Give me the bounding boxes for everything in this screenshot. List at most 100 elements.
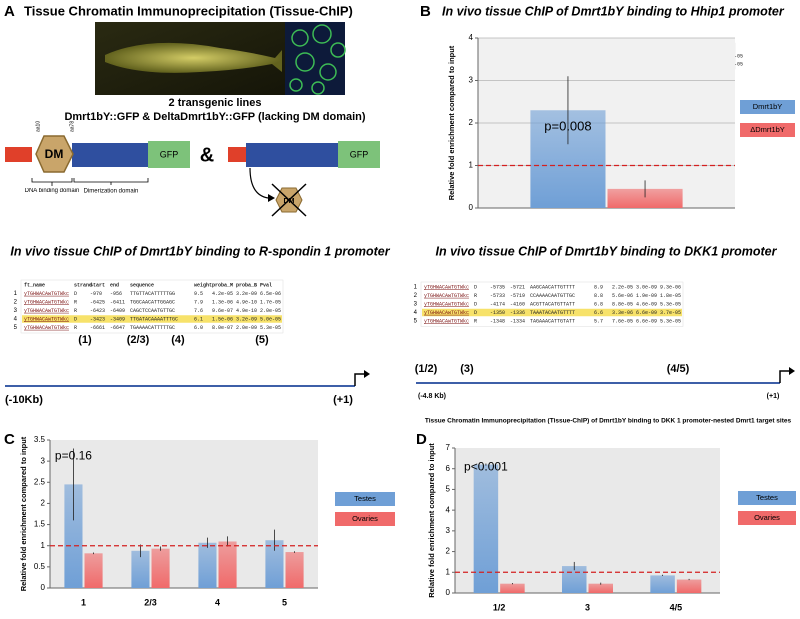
row-number: 4: [14, 317, 18, 323]
y-tick-label: 0: [469, 203, 474, 212]
table-cell: 4.6e-09: [636, 301, 657, 307]
table-cell: yTGHWACAwTGTWkc: [24, 316, 69, 322]
table-cell: 5.3e-05: [660, 318, 681, 324]
table-cell: R: [74, 325, 77, 331]
table-cell: -3423: [90, 316, 105, 322]
table-cell: 1.3e-06: [212, 299, 233, 305]
y-tick-label: 3: [446, 526, 451, 535]
x-tick-label: 1/2: [493, 602, 506, 612]
constructs: Dmrt1bY::GFP & DeltaDmrt1bY::GFP (lackin…: [64, 111, 365, 123]
panel-title: Tissue Chromatin Immunoprecipitation (Ti…: [24, 3, 353, 18]
table-header: proba_M: [212, 282, 233, 288]
site-label: (3): [460, 363, 474, 375]
table-cell: yTGHWACAwTGTWkc: [424, 284, 469, 290]
table-cell: R: [474, 318, 477, 324]
table-header: ft_name: [24, 282, 45, 288]
table-cell: -956: [110, 291, 122, 297]
legend-swatch: [738, 511, 796, 525]
table-cell: TAAATACAATGTTTT: [530, 310, 575, 316]
brace: [73, 178, 149, 185]
panel-label: D: [416, 431, 427, 448]
legend-label: Testes: [756, 493, 778, 502]
dm-hexagon: [35, 135, 74, 173]
table-header: weight: [194, 282, 212, 288]
x-tick-label: 5: [282, 597, 287, 607]
dm-label: DM: [45, 147, 64, 161]
table-cell: D: [474, 301, 477, 307]
bar: [562, 566, 587, 593]
bar: [265, 540, 284, 588]
site-label: (4): [171, 334, 185, 346]
table-cell: 6.0: [194, 325, 203, 331]
x-tick-label: 2/3: [144, 597, 157, 607]
y-tick-label: 0: [446, 588, 451, 597]
table-cell: 3.2e-09: [236, 316, 257, 322]
tss-arrow: [779, 370, 790, 383]
table-cell: 1.9e-09: [636, 293, 657, 299]
table-cell: TAGAAACATTGTATT: [530, 318, 575, 324]
site-start: (-10Kb): [5, 394, 43, 406]
row-number: 3: [14, 308, 18, 314]
table-cell: TGGCAACATTGGAGC: [130, 299, 175, 305]
legend-label: Ovaries: [352, 514, 378, 523]
table-cell: 7.9: [194, 299, 203, 305]
panel-label: A: [4, 3, 15, 20]
table-cell: yTGHWACAwTGTWkc: [24, 291, 69, 297]
y-axis-label: Relative fold enrichment compared to inp…: [427, 443, 436, 598]
table-cell: 8.9: [594, 284, 603, 290]
table-cell: 5.6e-06: [612, 293, 633, 299]
table-cell: 3.3e-06: [612, 310, 633, 316]
table-cell: 4.9e-10: [236, 299, 257, 305]
caption: Tissue Chromatin Immunoprecipitation (Ti…: [425, 418, 792, 425]
y-tick-label: 3.5: [34, 435, 46, 444]
table-cell: 6.1: [194, 316, 203, 322]
table-cell: yTGHWACAwTGTWkc: [424, 310, 469, 316]
bar: [500, 583, 525, 593]
table-cell: -5735: [490, 284, 505, 290]
bar: [473, 464, 499, 593]
table-header: strand: [74, 282, 92, 288]
subtitle: 2 transgenic lines: [169, 97, 262, 109]
fish: [105, 42, 282, 73]
table-cell: -6661: [90, 325, 105, 331]
gfp-label: GFP: [160, 149, 179, 159]
table-header: end: [110, 282, 119, 288]
annotation: p=0.008: [544, 119, 591, 134]
y-tick-label: 3: [41, 456, 46, 465]
table-cell: 1.8e-05: [660, 293, 681, 299]
legend-swatch: [740, 100, 795, 114]
tss-arrowhead: [364, 370, 370, 378]
table-header: Pval: [260, 282, 272, 288]
table-cell: 6.6e-09: [636, 310, 657, 316]
table-cell: -6647: [110, 325, 125, 331]
table-cell: -6425: [90, 299, 105, 305]
row-number: 5: [14, 325, 18, 331]
domain-n: [5, 147, 32, 162]
panel-label: C: [4, 431, 15, 448]
site-end: (+1): [767, 393, 780, 400]
table-cell: -6423: [90, 308, 105, 314]
plot-background: [455, 448, 720, 593]
table-cell: 9.5: [194, 291, 203, 297]
y-tick-label: 1: [41, 541, 46, 550]
row-number: 5: [414, 319, 418, 325]
row-number: 4: [414, 310, 418, 316]
table-cell: 1.5e-06: [212, 316, 233, 322]
table-cell: 6.6e-09: [636, 318, 657, 324]
y-tick-label: 5: [446, 485, 451, 494]
bar: [131, 550, 150, 588]
dna-binding-label: DNA binding domain: [25, 188, 80, 194]
table-cell: CAGCTCCAATGTTGC: [130, 308, 175, 314]
bar: [198, 542, 217, 588]
x-tick-label: 4/5: [670, 602, 683, 612]
y-tick-label: 3: [469, 76, 474, 85]
table-cell: D: [74, 291, 77, 297]
y-tick-label: 4: [469, 33, 474, 42]
gfp-block: [148, 141, 190, 168]
table-cell: -4174: [490, 301, 505, 307]
legend-swatch: [335, 492, 395, 506]
bar: [676, 579, 702, 593]
annotation: p<0.001: [464, 460, 508, 474]
legend-label: Dmrt1bY: [753, 102, 783, 111]
